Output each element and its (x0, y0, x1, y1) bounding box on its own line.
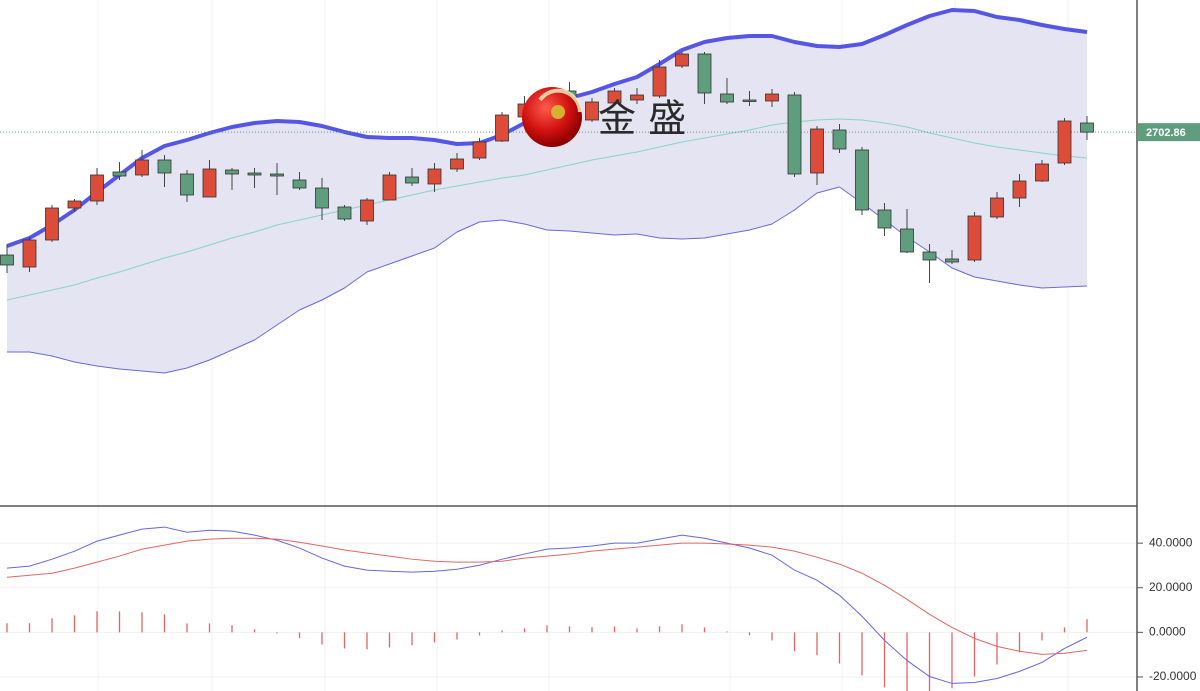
candle-body (315, 187, 329, 209)
candle-body (720, 93, 734, 103)
watermark: 金 盛 (598, 97, 686, 141)
candle-body (225, 169, 239, 175)
candle-body (630, 94, 644, 101)
logo: 金 盛 (522, 87, 686, 147)
candle-body (427, 168, 442, 185)
y-tick-label: 20.0000 (1149, 580, 1193, 594)
candle-body (157, 159, 172, 174)
candle-body (45, 207, 59, 241)
candle-body (90, 174, 104, 202)
candle-body (742, 99, 757, 102)
last-price-box (1138, 123, 1200, 142)
candle-body (112, 171, 127, 177)
candle-body (135, 159, 149, 176)
candle-body (472, 141, 487, 159)
candle-body (922, 251, 937, 261)
band-middle (6, 118, 1088, 301)
logo-dot (551, 105, 565, 119)
candle-body (450, 158, 464, 170)
candle-body (945, 258, 959, 263)
band-fill (7, 10, 1087, 373)
candle-body (967, 215, 982, 261)
candle-body (405, 176, 419, 184)
candle-body (22, 239, 37, 268)
last-price-label: 2702.86 (1146, 127, 1186, 139)
candle-body (1080, 122, 1094, 133)
y-tick-label: -20.0000 (1149, 669, 1197, 683)
candle-body (1035, 163, 1049, 182)
candle-body (0, 254, 14, 266)
candle-body (495, 114, 509, 142)
candle-body (180, 173, 194, 196)
candle-body (787, 94, 802, 175)
candle-body (607, 90, 622, 104)
candle-body (292, 179, 307, 189)
logo-ball (522, 87, 582, 147)
candle-body (382, 174, 397, 201)
candle-body (337, 206, 352, 220)
candle-body (697, 53, 712, 94)
candle-body (810, 128, 824, 174)
candle-body (900, 228, 914, 253)
candle-body (652, 66, 667, 97)
candle-body (832, 129, 847, 150)
macd-line (6, 526, 1088, 684)
candle-body (1057, 120, 1072, 164)
candle-body (270, 173, 284, 177)
y-tick-label: 0.0000 (1149, 625, 1186, 639)
macd-line (6, 537, 1088, 655)
candle-body (877, 209, 892, 229)
candle-body (360, 199, 374, 222)
candle-body (990, 197, 1004, 218)
candle-body (855, 149, 869, 211)
candle-body (765, 93, 779, 102)
candle-body (247, 172, 262, 176)
y-tick-label: 40.0000 (1149, 535, 1193, 549)
candle-body (202, 168, 217, 198)
candle-body (67, 200, 82, 209)
candle-body (675, 53, 689, 67)
candle-body (1012, 180, 1027, 199)
candle-body (585, 101, 599, 121)
